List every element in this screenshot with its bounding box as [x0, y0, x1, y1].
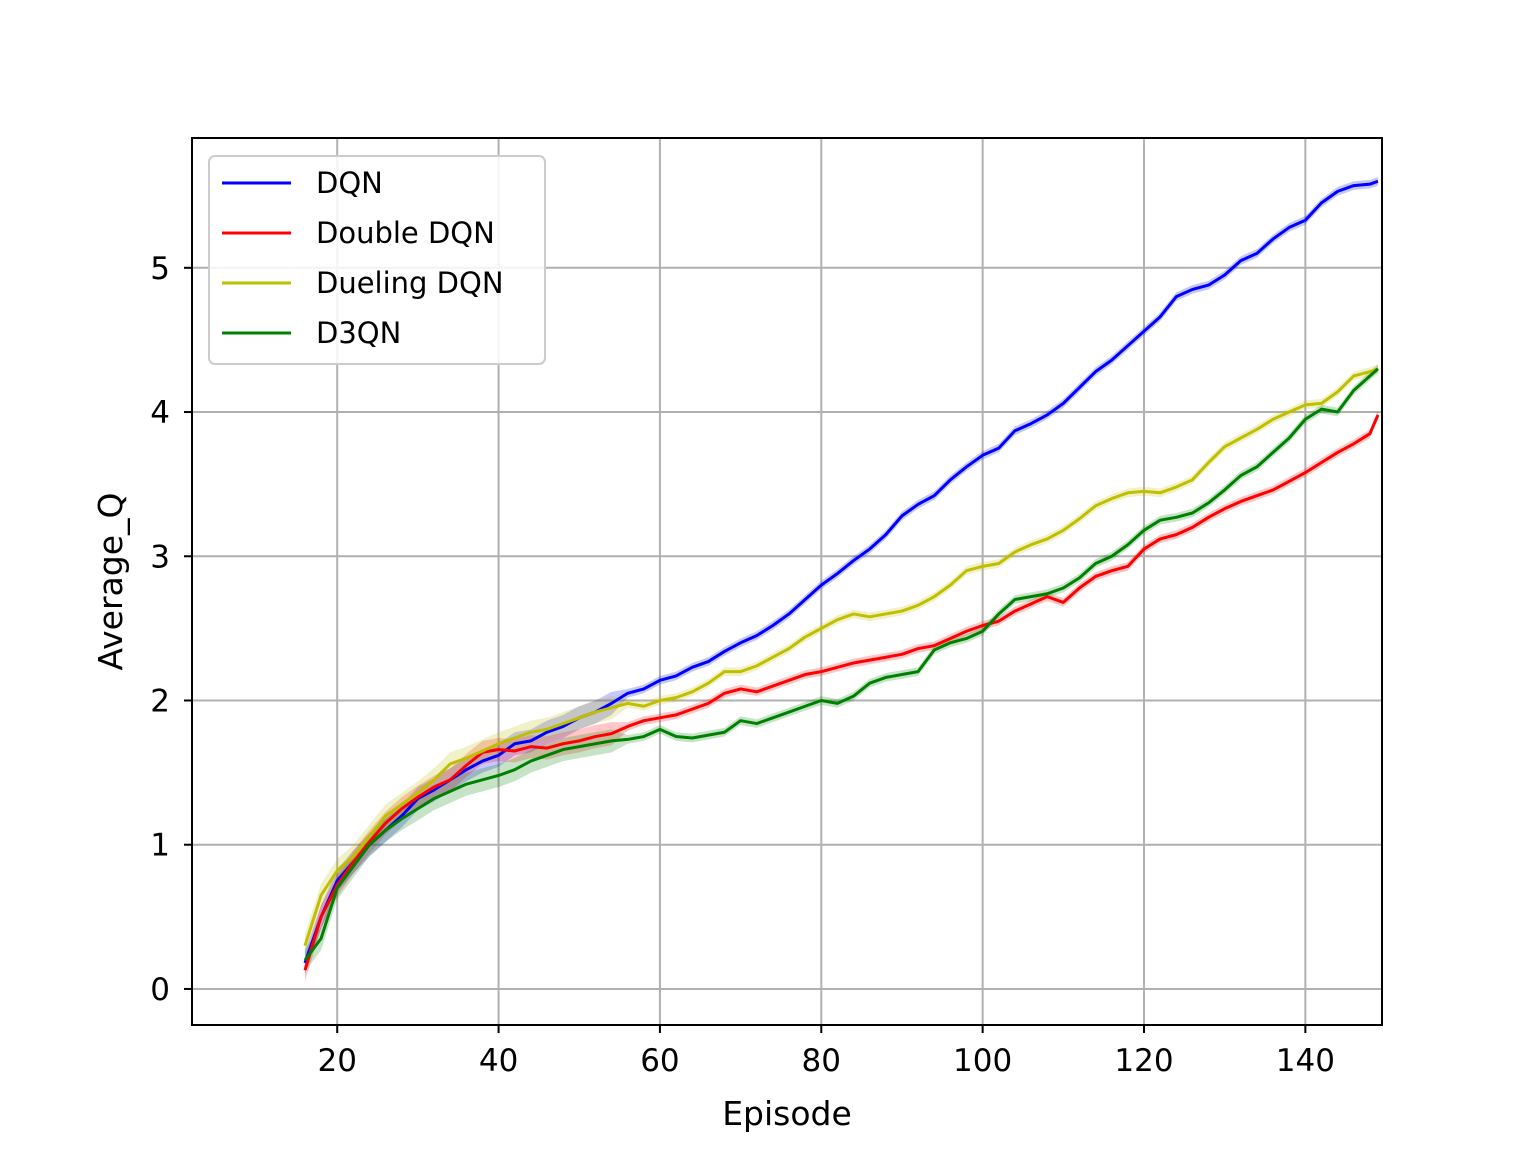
- grid-layer: [192, 138, 1382, 1025]
- legend: DQN Double DQN Dueling DQN D3QN: [208, 155, 546, 365]
- series-line-layer: [303, 179, 1380, 971]
- x-tick-label: 80: [802, 1043, 841, 1079]
- legend-label: DQN: [316, 166, 383, 200]
- series-line-0: [303, 179, 1379, 964]
- y-tick-label: 3: [150, 539, 170, 575]
- axis-tick-layer: 20 40 60 80 100 120 140 0 1 2 3 4 5: [150, 251, 1335, 1079]
- x-tick-label: 120: [1114, 1043, 1173, 1079]
- x-tick-label: 140: [1276, 1043, 1335, 1079]
- confidence-band-layer: [304, 176, 1378, 982]
- series-line-3: [303, 367, 1379, 961]
- x-tick-label: 100: [953, 1043, 1012, 1079]
- legend-label: Dueling DQN: [316, 266, 504, 300]
- legend-label: D3QN: [316, 316, 401, 350]
- series-band-2: [304, 364, 1378, 958]
- y-tick-label: 1: [150, 828, 170, 864]
- x-tick-label: 60: [640, 1043, 679, 1079]
- series-line-1: [303, 414, 1380, 971]
- x-axis-title: Episode: [722, 1094, 852, 1133]
- y-tick-label: 4: [150, 395, 170, 431]
- legend-box: [208, 155, 546, 365]
- y-tick-label: 2: [150, 683, 170, 719]
- plot-area-frame: [191, 137, 1383, 1026]
- y-axis-title: Average_Q: [91, 493, 130, 671]
- legend-label: Double DQN: [316, 216, 495, 250]
- series-line-2: [303, 367, 1379, 947]
- y-tick-label: 0: [150, 972, 170, 1008]
- x-tick-label: 40: [479, 1043, 518, 1079]
- y-tick-label: 5: [150, 251, 170, 287]
- x-tick-label: 20: [317, 1043, 356, 1079]
